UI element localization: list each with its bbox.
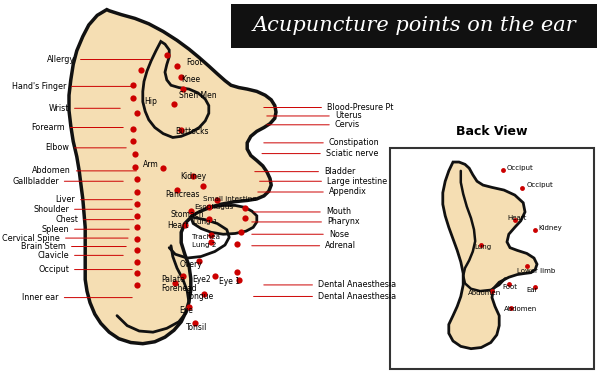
Bar — [390, 148, 594, 369]
Text: Heart: Heart — [507, 215, 526, 221]
Polygon shape — [69, 10, 276, 344]
Text: Lung: Lung — [474, 243, 491, 250]
Text: Spleen: Spleen — [41, 225, 129, 234]
Text: Shoulder: Shoulder — [33, 205, 132, 214]
Text: Bladder: Bladder — [255, 167, 355, 176]
Text: Occiput: Occiput — [38, 265, 132, 274]
Text: Trachea: Trachea — [192, 234, 220, 240]
Text: Mouth: Mouth — [254, 207, 351, 217]
Text: Small intestine: Small intestine — [203, 196, 257, 202]
Text: Occiput: Occiput — [527, 182, 554, 188]
Text: Back View: Back View — [456, 125, 528, 138]
Text: Cervical Spine: Cervical Spine — [2, 233, 128, 243]
Text: Tonsil: Tonsil — [186, 323, 208, 332]
Text: Pharynx: Pharynx — [252, 217, 359, 227]
Text: Chest: Chest — [55, 215, 134, 224]
Text: Inner ear: Inner ear — [22, 293, 132, 302]
Text: Ear: Ear — [527, 287, 538, 293]
Text: Abdomen: Abdomen — [504, 306, 537, 312]
Polygon shape — [191, 205, 257, 234]
Text: Cervis: Cervis — [267, 120, 360, 129]
Text: Kidney: Kidney — [180, 172, 206, 181]
Text: Forehead: Forehead — [161, 284, 196, 293]
Text: Hand's Finger: Hand's Finger — [11, 82, 135, 91]
Polygon shape — [443, 162, 537, 349]
Text: Appendix: Appendix — [258, 187, 367, 197]
Text: Lung 2: Lung 2 — [192, 242, 217, 248]
Text: Foot: Foot — [503, 284, 518, 290]
Text: Sciatic nerve: Sciatic nerve — [262, 149, 378, 158]
Text: Palate: Palate — [161, 275, 185, 284]
Text: Acupuncture points on the ear: Acupuncture points on the ear — [252, 17, 576, 35]
Text: Lung 1: Lung 1 — [193, 219, 218, 225]
Text: Uterus: Uterus — [267, 111, 361, 121]
Text: Dental Anaesthesia: Dental Anaesthesia — [254, 292, 396, 301]
Text: Nose: Nose — [252, 230, 349, 239]
Text: Occiput: Occiput — [507, 165, 534, 171]
Text: Esophagus: Esophagus — [194, 204, 233, 210]
Text: Brain Stem: Brain Stem — [21, 242, 126, 251]
Text: Knee: Knee — [181, 75, 200, 84]
Text: Foot: Foot — [186, 58, 203, 67]
Text: Kidney: Kidney — [539, 225, 563, 232]
Text: Liver: Liver — [55, 195, 132, 204]
Text: Abdomen: Abdomen — [32, 166, 136, 175]
Text: Wrist: Wrist — [49, 104, 120, 113]
Text: Constipation: Constipation — [264, 138, 379, 147]
Text: Lower limb: Lower limb — [517, 268, 556, 274]
Text: Adrenal: Adrenal — [252, 241, 356, 250]
Text: Buttocks: Buttocks — [175, 127, 209, 136]
Text: Dental Anaesthesia: Dental Anaesthesia — [264, 280, 396, 290]
Text: Stomach: Stomach — [171, 210, 205, 219]
Text: Shen Men: Shen Men — [179, 91, 217, 100]
Text: Forearm: Forearm — [31, 123, 123, 132]
Bar — [231, 4, 597, 48]
Polygon shape — [143, 41, 209, 137]
Text: Pancreas: Pancreas — [166, 190, 200, 199]
Text: Arm: Arm — [143, 160, 158, 169]
Text: Elbow: Elbow — [45, 143, 126, 152]
Text: Tongue: Tongue — [187, 292, 214, 301]
Text: Large intestine: Large intestine — [260, 177, 387, 186]
Text: Clavicle: Clavicle — [37, 251, 123, 260]
Text: Hip: Hip — [144, 97, 157, 106]
Text: Eye: Eye — [179, 306, 193, 315]
Text: Allergy: Allergy — [47, 55, 150, 64]
Text: Eye 1: Eye 1 — [219, 276, 240, 286]
Text: Abdomen: Abdomen — [468, 290, 501, 296]
Text: Overy: Overy — [180, 260, 203, 269]
Text: Blood-Presure Pt: Blood-Presure Pt — [264, 103, 394, 112]
Text: Heart: Heart — [167, 221, 188, 230]
Text: Gallbladder: Gallbladder — [12, 177, 123, 186]
Text: Eye2: Eye2 — [192, 275, 211, 284]
